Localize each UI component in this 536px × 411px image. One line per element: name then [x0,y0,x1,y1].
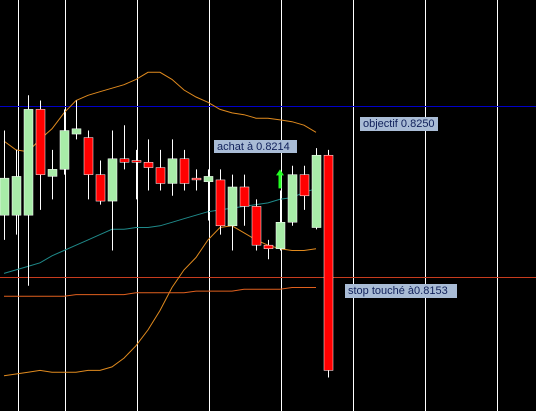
indicator-line [3,71,317,153]
candle-body [275,222,286,249]
candle-body [131,160,142,163]
level-label: objectif 0.8250 [363,118,435,130]
candle-body [251,206,262,246]
candle-body [143,162,154,168]
candle-body [107,158,118,202]
candle-body [179,158,190,184]
vertical-separators [18,0,498,411]
candle-body [215,179,226,227]
candle-body [191,177,202,181]
candle-body [203,176,214,182]
indicator-line [3,188,317,274]
candle-body [47,169,58,177]
candle-body [35,109,46,175]
level-label-box [345,284,457,298]
candle-body [83,137,94,175]
buy-arrow [276,169,284,189]
candle-body [59,130,70,170]
candle-body [227,186,238,227]
candle-body [23,109,34,216]
candle-body [119,158,130,163]
candle-body [11,176,22,216]
candle-body [263,244,274,249]
candle-body [239,186,250,207]
candle-body [71,128,82,135]
candle-body [299,174,310,197]
indicator-line [3,225,317,377]
annotation-label: achat à 0.8214 [217,141,290,153]
annotation-box [214,140,297,153]
candle-body [311,154,322,228]
level-label: stop touché à0.8153 [348,285,448,297]
candle-body [323,154,334,371]
candle-body [167,158,178,184]
candle-body [95,174,106,202]
level-label-box [360,117,438,131]
candle-body [155,167,166,184]
indicator-line [4,287,316,297]
candle-body [287,174,298,223]
candle-body [0,177,10,216]
